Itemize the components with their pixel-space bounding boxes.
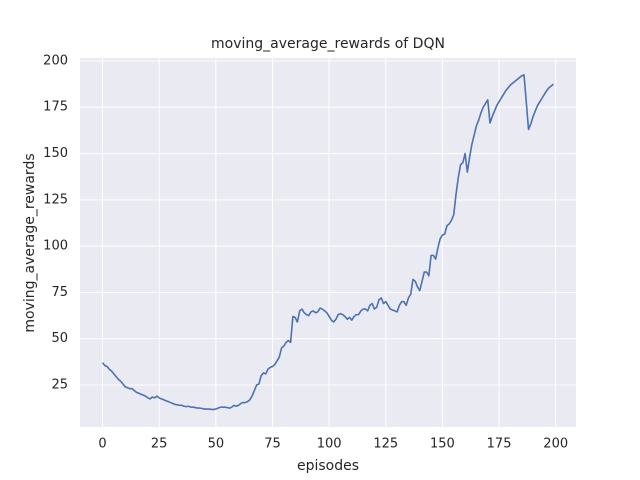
y-tick-label: 125 <box>43 192 68 207</box>
x-tick-label: 0 <box>98 437 106 452</box>
x-axis-label: episodes <box>297 458 359 474</box>
y-tick-label: 150 <box>43 146 68 161</box>
y-axis-label: moving_average_rewards <box>22 153 38 332</box>
x-tick-label: 75 <box>264 437 281 452</box>
data-line <box>101 74 554 411</box>
chart-title: moving_average_rewards of DQN <box>211 36 445 52</box>
marks <box>101 74 554 411</box>
y-tick-label: 75 <box>51 285 68 300</box>
x-tick-label: 150 <box>430 437 455 452</box>
x-tick-label: 100 <box>317 437 342 452</box>
x-tick-label: 200 <box>543 437 568 452</box>
y-tick-label: 100 <box>43 239 68 254</box>
y-tick-label: 25 <box>51 377 68 392</box>
grid <box>80 58 576 427</box>
x-tick-label: 25 <box>151 437 168 452</box>
x-tick-label: 175 <box>487 437 512 452</box>
plot-background <box>80 58 576 427</box>
y-tick-label: 200 <box>43 53 68 68</box>
x-tick-label: 50 <box>208 437 225 452</box>
x-tick-label: 125 <box>373 437 398 452</box>
y-tick-label: 50 <box>51 331 68 346</box>
y-tick-label: 175 <box>43 100 68 115</box>
